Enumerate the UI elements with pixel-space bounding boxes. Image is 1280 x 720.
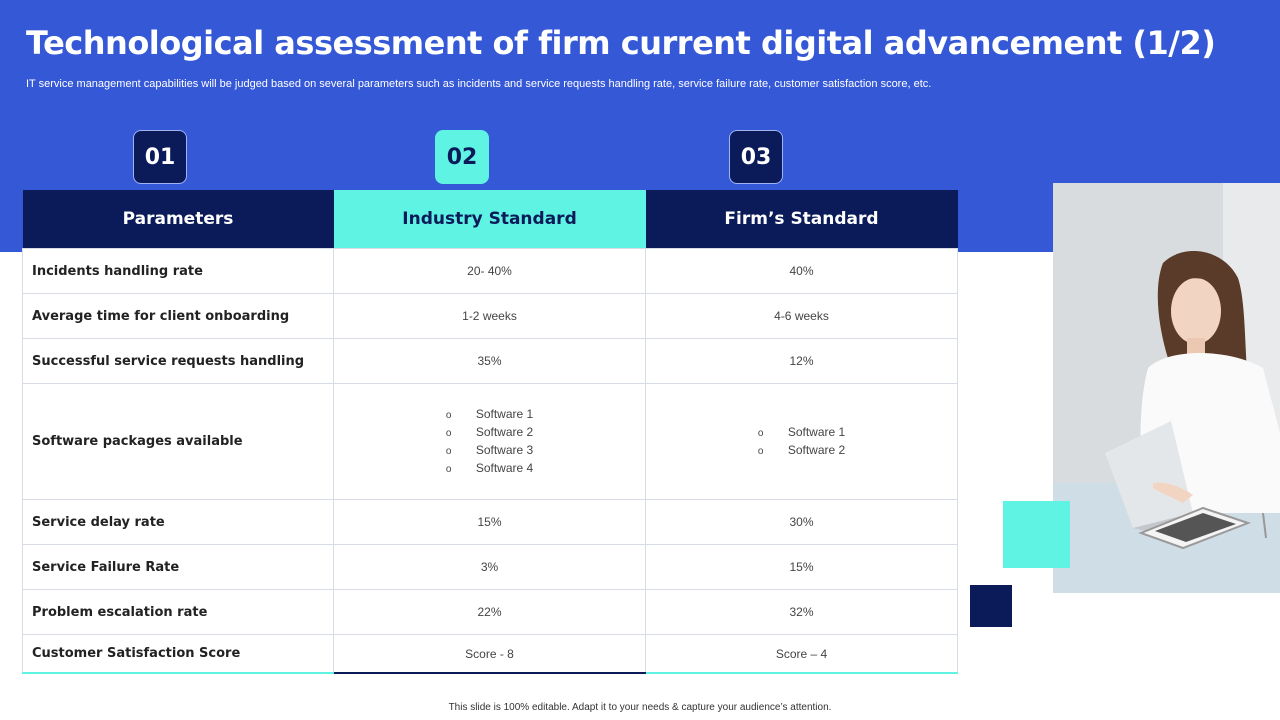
- list-item: o Software 1: [758, 424, 845, 442]
- bullet-icon: o: [757, 427, 764, 439]
- table-row: Incidents handling rate 20- 40% 40%: [22, 248, 958, 294]
- software-label: Software 1: [787, 424, 846, 439]
- list-item: o Software 2: [446, 424, 533, 442]
- industry-cell: 3%: [333, 544, 646, 590]
- param-cell: Software packages available: [22, 383, 334, 500]
- software-label: Software 2: [787, 442, 846, 457]
- industry-cell: 22%: [333, 589, 646, 635]
- firm-cell: o Software 1 o Software 2: [645, 383, 958, 500]
- param-cell: Customer Satisfaction Score: [22, 634, 334, 674]
- table-row: Successful service requests handling 35%…: [22, 338, 958, 384]
- param-cell: Successful service requests handling: [22, 338, 334, 384]
- industry-cell: Score - 8: [333, 634, 646, 674]
- header-firm-standard: Firm’s Standard: [645, 190, 958, 249]
- software-label: Software 2: [475, 424, 534, 439]
- param-cell: Service delay rate: [22, 499, 334, 545]
- param-cell: Service Failure Rate: [22, 544, 334, 590]
- software-label: Software 4: [475, 460, 534, 475]
- firm-cell: Score – 4: [645, 634, 958, 674]
- decorative-teal-square: [1003, 501, 1070, 568]
- firm-cell: 30%: [645, 499, 958, 545]
- industry-cell: 20- 40%: [333, 248, 646, 294]
- header-parameters: Parameters: [22, 190, 334, 249]
- firm-cell: 15%: [645, 544, 958, 590]
- industry-cell: 1-2 weeks: [333, 293, 646, 339]
- software-label: Software 1: [475, 406, 534, 421]
- firm-cell: 12%: [645, 338, 958, 384]
- software-label: Software 3: [475, 442, 534, 457]
- table-row: Service delay rate 15% 30%: [22, 499, 958, 545]
- woman-laptop-photo: [1053, 183, 1280, 593]
- step-badge-02: 02: [435, 130, 489, 184]
- param-cell: Incidents handling rate: [22, 248, 334, 294]
- footer-note: This slide is 100% editable. Adapt it to…: [448, 702, 832, 713]
- list-item: o Software 2: [758, 442, 845, 460]
- table-row: Software packages available o Software 1 …: [22, 383, 958, 500]
- industry-cell: 15%: [333, 499, 646, 545]
- param-cell: Average time for client onboarding: [22, 293, 334, 339]
- list-item: o Software 3: [446, 442, 533, 460]
- step-badge-03: 03: [729, 130, 783, 184]
- industry-software-list: o Software 1 o Software 2 o Software 3 o Sof…: [446, 406, 533, 478]
- param-cell: Problem escalation rate: [22, 589, 334, 635]
- header-industry-standard: Industry Standard: [333, 190, 646, 249]
- table-row: Customer Satisfaction Score Score - 8 Sc…: [22, 634, 958, 674]
- bullet-icon: o: [445, 409, 452, 421]
- step-badge-01: 01: [133, 130, 187, 184]
- bullet-icon: o: [445, 445, 452, 457]
- list-item: o Software 4: [446, 460, 533, 478]
- page-title: Technological assessment of firm current…: [26, 24, 1216, 62]
- firm-cell: 32%: [645, 589, 958, 635]
- page-subtitle: IT service management capabilities will …: [26, 78, 932, 90]
- table-row: Service Failure Rate 3% 15%: [22, 544, 958, 590]
- table-row: Average time for client onboarding 1-2 w…: [22, 293, 958, 339]
- bullet-icon: o: [445, 427, 452, 439]
- list-item: o Software 1: [446, 406, 533, 424]
- table-row: Problem escalation rate 22% 32%: [22, 589, 958, 635]
- firm-cell: 4-6 weeks: [645, 293, 958, 339]
- decorative-navy-square: [970, 585, 1012, 627]
- comparison-table: Parameters Industry Standard Firm’s Stan…: [22, 190, 958, 674]
- industry-cell: 35%: [333, 338, 646, 384]
- bullet-icon: o: [445, 463, 452, 475]
- firm-software-list: o Software 1 o Software 2: [758, 424, 845, 460]
- bullet-icon: o: [757, 445, 764, 457]
- industry-cell: o Software 1 o Software 2 o Software 3 o Sof…: [333, 383, 646, 500]
- firm-cell: 40%: [645, 248, 958, 294]
- table-header-row: Parameters Industry Standard Firm’s Stan…: [22, 190, 958, 249]
